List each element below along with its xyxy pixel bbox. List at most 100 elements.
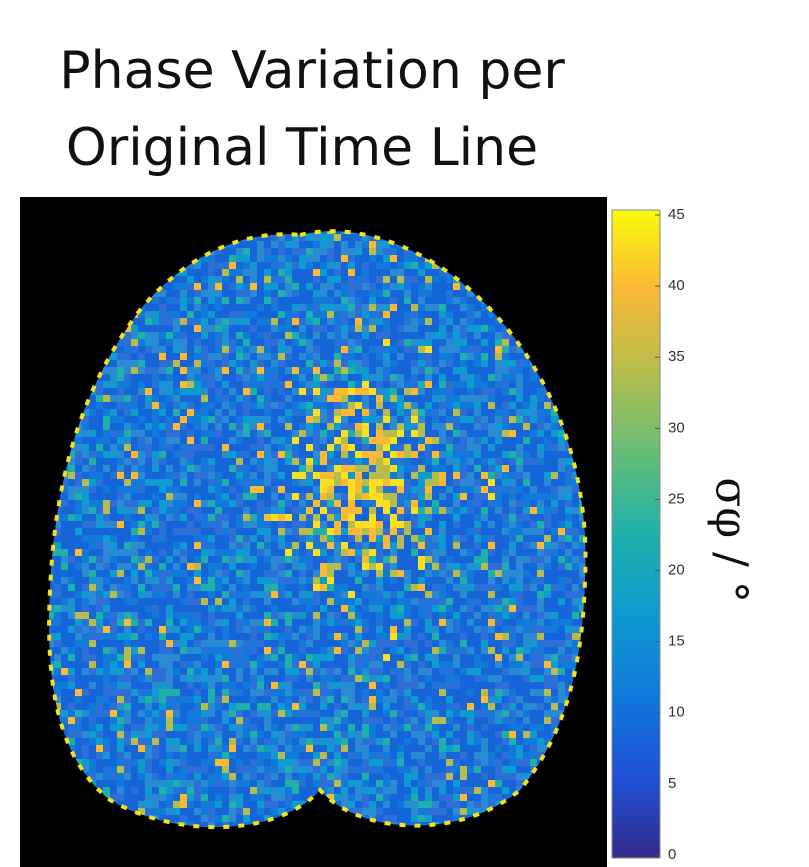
pixel — [516, 451, 523, 458]
pixel — [446, 717, 453, 724]
pixel — [299, 304, 306, 311]
pixel — [565, 668, 572, 675]
pixel — [110, 395, 117, 402]
pixel — [201, 360, 208, 367]
pixel — [243, 339, 250, 346]
pixel — [348, 241, 355, 248]
pixel — [250, 430, 257, 437]
pixel — [124, 654, 131, 661]
pixel — [460, 605, 467, 612]
pixel — [75, 668, 82, 675]
pixel — [110, 528, 117, 535]
pixel — [215, 633, 222, 640]
pixel — [187, 381, 194, 388]
pixel — [103, 668, 110, 675]
pixel — [383, 626, 390, 633]
pixel — [243, 248, 250, 255]
pixel — [278, 367, 285, 374]
pixel — [411, 500, 418, 507]
pixel — [418, 640, 425, 647]
pixel — [390, 647, 397, 654]
pixel — [194, 591, 201, 598]
pixel — [117, 605, 124, 612]
pixel — [355, 549, 362, 556]
pixel — [530, 402, 537, 409]
pixel — [278, 724, 285, 731]
pixel — [523, 507, 530, 514]
pixel — [236, 535, 243, 542]
pixel — [453, 654, 460, 661]
pixel — [145, 598, 152, 605]
pixel — [327, 472, 334, 479]
pixel — [348, 479, 355, 486]
pixel — [537, 549, 544, 556]
pixel — [75, 570, 82, 577]
pixel — [334, 535, 341, 542]
pixel — [103, 367, 110, 374]
pixel — [488, 514, 495, 521]
pixel — [495, 339, 502, 346]
pixel — [159, 535, 166, 542]
pixel — [166, 381, 173, 388]
pixel — [236, 367, 243, 374]
pixel — [453, 717, 460, 724]
pixel — [383, 542, 390, 549]
pixel — [474, 381, 481, 388]
pixel — [418, 283, 425, 290]
pixel — [502, 556, 509, 563]
pixel — [208, 297, 215, 304]
pixel — [138, 710, 145, 717]
pixel — [61, 661, 68, 668]
pixel — [208, 640, 215, 647]
pixel — [208, 689, 215, 696]
pixel — [264, 325, 271, 332]
pixel — [397, 409, 404, 416]
pixel — [229, 381, 236, 388]
pixel — [159, 486, 166, 493]
pixel — [208, 486, 215, 493]
pixel — [376, 437, 383, 444]
pixel — [236, 283, 243, 290]
pixel — [516, 381, 523, 388]
pixel — [341, 444, 348, 451]
pixel — [180, 598, 187, 605]
pixel — [243, 332, 250, 339]
pixel — [166, 654, 173, 661]
pixel — [103, 381, 110, 388]
pixel — [509, 570, 516, 577]
pixel — [180, 689, 187, 696]
pixel — [530, 696, 537, 703]
pixel — [278, 500, 285, 507]
pixel — [495, 507, 502, 514]
pixel — [488, 710, 495, 717]
pixel — [418, 486, 425, 493]
pixel — [236, 255, 243, 262]
pixel — [320, 304, 327, 311]
pixel — [103, 584, 110, 591]
pixel — [75, 514, 82, 521]
pixel — [257, 570, 264, 577]
pixel — [208, 430, 215, 437]
pixel — [278, 654, 285, 661]
pixel — [397, 535, 404, 542]
pixel — [432, 661, 439, 668]
pixel — [117, 598, 124, 605]
pixel — [320, 640, 327, 647]
pixel — [418, 332, 425, 339]
pixel — [418, 451, 425, 458]
pixel — [166, 703, 173, 710]
pixel — [481, 619, 488, 626]
pixel — [446, 500, 453, 507]
pixel — [194, 619, 201, 626]
pixel — [481, 465, 488, 472]
pixel — [348, 612, 355, 619]
pixel — [439, 619, 446, 626]
pixel — [145, 465, 152, 472]
pixel — [173, 542, 180, 549]
pixel — [439, 507, 446, 514]
pixel — [355, 682, 362, 689]
pixel — [236, 675, 243, 682]
pixel — [180, 297, 187, 304]
pixel — [418, 276, 425, 283]
pixel — [362, 598, 369, 605]
